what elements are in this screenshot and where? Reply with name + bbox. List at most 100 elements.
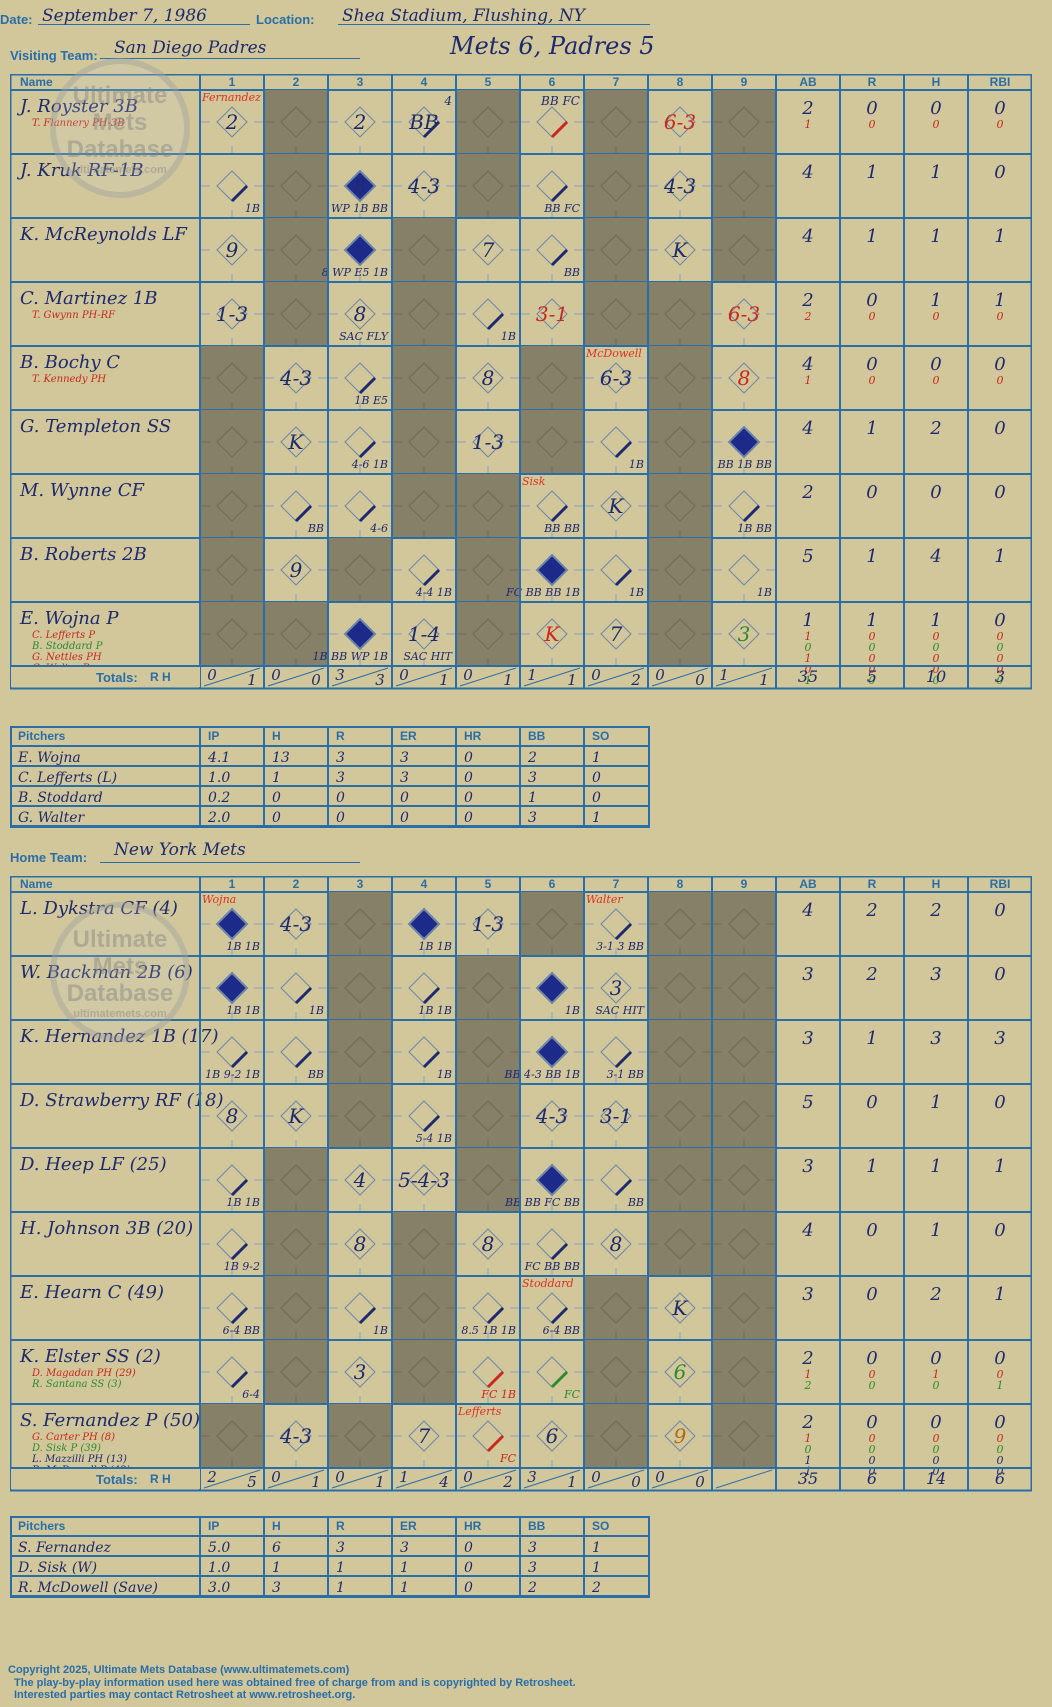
totals-divider <box>395 667 453 687</box>
at-bat-cell <box>456 1084 520 1148</box>
diamond <box>344 1228 376 1260</box>
location-value: Shea Stadium, Flushing, NY <box>342 6 586 26</box>
header-cell: RBI <box>990 877 1011 891</box>
substitute-stat: 0 <box>933 641 940 654</box>
diamond <box>728 618 760 650</box>
footer-retrosheet: The play-by-play information used here w… <box>14 1677 576 1689</box>
at-bat-cell <box>328 1020 392 1084</box>
diamond <box>344 298 376 330</box>
at-bat-cell <box>712 1084 776 1148</box>
substitute-stat: 0 <box>805 663 812 676</box>
batter-stat: 0 <box>866 98 877 119</box>
base-path <box>550 120 569 139</box>
diamond <box>472 554 504 586</box>
shaded-cell <box>712 90 776 154</box>
shaded-cell <box>328 892 392 956</box>
diamond <box>536 1356 568 1388</box>
pitchers-header: IP <box>208 1519 219 1533</box>
header-cell: Name <box>20 877 53 891</box>
play-result: 4-3 <box>407 174 440 198</box>
play-result: 5-4-3 <box>398 1168 450 1192</box>
shaded-cell <box>328 1084 392 1148</box>
pitcher-stat: 3 <box>336 1540 345 1556</box>
diamond <box>280 972 312 1004</box>
batter-stat: 1 <box>994 546 1005 567</box>
substitute-stat: 1 <box>805 1465 812 1478</box>
at-bat-cell: 6-4 BB Stoddard <box>520 1277 584 1340</box>
batter-stat: 2 <box>929 418 941 439</box>
totals-divider <box>203 667 261 687</box>
at-bat-cell: 8 SAC FLY <box>328 298 392 346</box>
batter-stat: 0 <box>994 354 1005 375</box>
shaded-cell <box>584 154 648 218</box>
batter-stat: 0 <box>994 1348 1005 1369</box>
at-bat-cell: 8 <box>584 1228 648 1276</box>
batter-stat: 2 <box>865 964 877 985</box>
base-path <box>230 1050 249 1069</box>
substitute-stat: 0 <box>997 1465 1004 1478</box>
diamond <box>600 490 632 522</box>
inning-runs: 0 <box>271 1468 281 1486</box>
diamond <box>216 1420 248 1452</box>
pitcher-row: E. Wojna 4.1 13 3 3 0 2 1 <box>17 750 601 766</box>
diamond <box>408 1356 440 1388</box>
at-bat-cell: 7 <box>584 618 648 666</box>
at-bat-cell: 6 <box>648 1356 712 1404</box>
pitcher-stat: 3 <box>528 1540 537 1556</box>
header-cell: H <box>932 75 941 89</box>
diamond <box>280 1100 312 1132</box>
play-detail: 1B 1B <box>226 1196 260 1209</box>
run-scored-diamond <box>535 971 569 1005</box>
diamond <box>472 1164 504 1196</box>
batter-stat: 1 <box>930 1220 941 1241</box>
shaded-cell <box>264 1148 328 1212</box>
substitute-stat: 0 <box>869 663 876 676</box>
totals-divider <box>587 1469 645 1489</box>
batter-stat: 0 <box>994 1092 1005 1113</box>
pitcher-stat: 3 <box>336 770 345 786</box>
header-cell: 7 <box>613 877 620 891</box>
batter-row: K 4-6 1B 1-3 1B BB 1B BB G. Templeton SS 4 1 2 0 <box>20 410 1006 474</box>
play-result: 7 <box>610 622 623 646</box>
batter-stat: 1 <box>866 546 877 567</box>
batter-stat: 4 <box>801 1220 813 1241</box>
shaded-cell <box>584 90 648 154</box>
at-bat-cell: 1B 9-2 1B <box>200 1036 264 1084</box>
header-cell: H <box>932 877 941 891</box>
run-scored-diamond <box>407 907 441 941</box>
base-path <box>486 1370 505 1389</box>
shaded-cell <box>392 1340 456 1404</box>
header-cell: Name <box>20 75 53 89</box>
at-bat-cell: 6 <box>520 1420 584 1468</box>
diamond <box>216 1292 248 1324</box>
shaded-cell <box>392 282 456 346</box>
substitute-stat: 0 <box>933 663 940 676</box>
batter-stat: 1 <box>930 1156 941 1177</box>
at-bat-cell: 9 <box>264 554 328 602</box>
pitcher-stat: 1 <box>336 1580 345 1596</box>
at-bat-cell: 8.5 1B 1B <box>456 1292 520 1340</box>
play-detail: FC BB BB 1B <box>505 586 580 599</box>
pitcher-row: S. Fernandez 5.0 6 3 3 0 3 1 <box>18 1540 601 1556</box>
inning-hits: 5 <box>247 1473 257 1491</box>
batter-stat: 0 <box>994 162 1005 183</box>
diamond <box>600 106 632 138</box>
play-result: 6-3 <box>728 302 760 326</box>
at-bat-cell <box>584 282 648 346</box>
diamond <box>280 554 312 586</box>
header-cell: RBI <box>990 75 1011 89</box>
play-result: 4-3 <box>279 912 312 936</box>
pitcher-stat: 0 <box>336 790 345 806</box>
base-path <box>422 568 441 587</box>
at-bat-cell: BB 1B BB <box>712 425 776 474</box>
pitching-change-note: Fernandez <box>201 91 261 104</box>
substitute-name: R. Santana SS (3) <box>31 1379 122 1390</box>
at-bat-cell: 2 <box>328 106 392 154</box>
substitute-stat: 0 <box>869 310 876 323</box>
play-result: 9 <box>674 1424 687 1448</box>
header-cell: 1 <box>229 877 236 891</box>
at-bat-cell: 4-6 1B <box>328 426 392 474</box>
play-detail: BB FC <box>543 202 580 215</box>
at-bat-cell: BB <box>520 234 584 282</box>
